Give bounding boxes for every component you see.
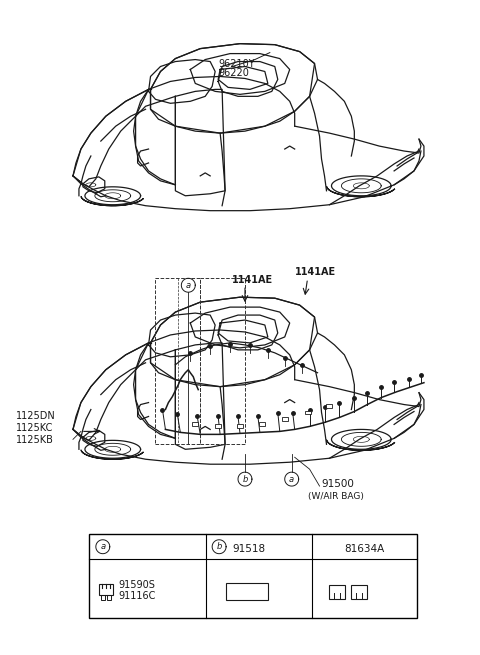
Bar xyxy=(351,586,367,599)
Text: (W/AIR BAG): (W/AIR BAG) xyxy=(308,492,363,501)
Bar xyxy=(326,403,333,407)
Text: 96220: 96220 xyxy=(218,69,249,79)
Text: 96210Y: 96210Y xyxy=(218,58,255,69)
Text: 1141AE: 1141AE xyxy=(232,275,273,286)
Bar xyxy=(99,584,113,595)
Bar xyxy=(226,582,268,601)
Text: 1125KC: 1125KC xyxy=(16,423,54,434)
Text: b: b xyxy=(216,542,222,552)
Text: 91518: 91518 xyxy=(232,544,265,553)
Text: a: a xyxy=(100,542,106,552)
Text: a: a xyxy=(289,475,294,483)
Bar xyxy=(107,595,111,601)
Text: 91116C: 91116C xyxy=(119,591,156,601)
Text: 1141AE: 1141AE xyxy=(295,267,336,277)
Text: 91590S: 91590S xyxy=(119,580,156,591)
Bar xyxy=(259,422,265,426)
Bar xyxy=(101,595,105,601)
Bar xyxy=(200,278,245,444)
Bar xyxy=(192,422,198,426)
Text: a: a xyxy=(186,281,191,290)
Bar xyxy=(237,424,243,428)
Bar xyxy=(215,424,221,428)
Bar xyxy=(89,534,417,618)
Bar xyxy=(329,586,346,599)
Bar xyxy=(305,411,311,415)
Text: 1125KB: 1125KB xyxy=(16,436,54,445)
Bar xyxy=(282,417,288,421)
Text: 81634A: 81634A xyxy=(344,544,384,553)
Text: 91500: 91500 xyxy=(322,479,354,489)
Text: b: b xyxy=(242,475,248,483)
Bar xyxy=(156,278,200,444)
Text: 1125DN: 1125DN xyxy=(16,411,56,421)
